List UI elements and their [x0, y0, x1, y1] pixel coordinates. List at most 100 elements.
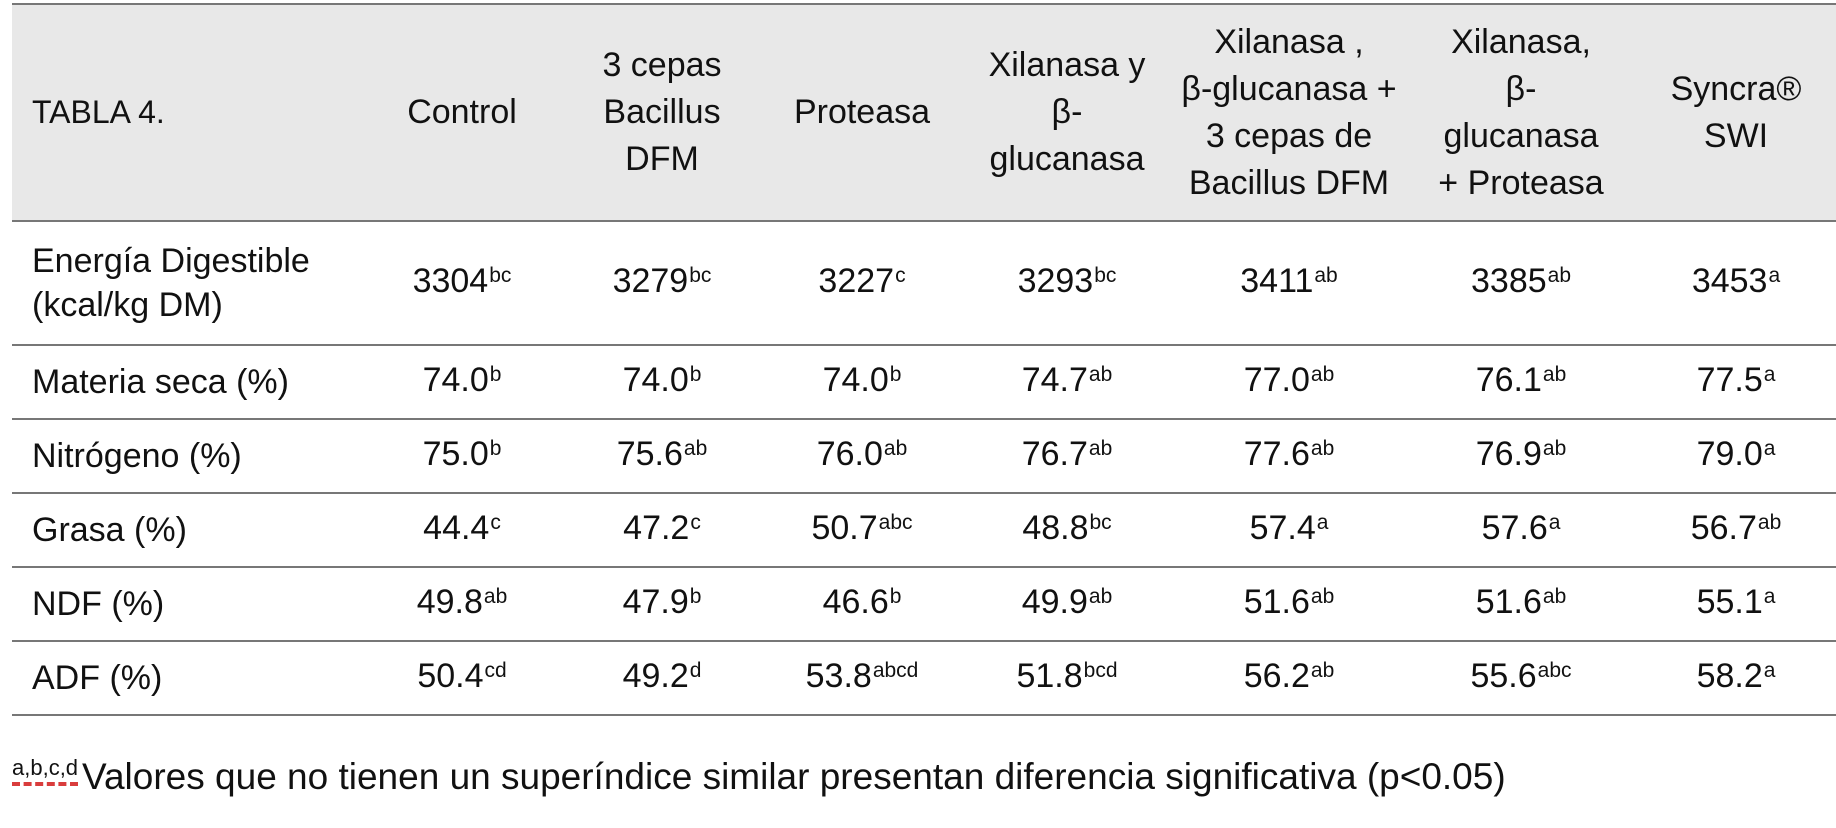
column-header-line: + Proteasa	[1438, 163, 1604, 202]
cell-value: 3385	[1471, 261, 1547, 300]
table-cell: 77.0ab	[1172, 345, 1406, 420]
cell-value: 50.4	[417, 656, 484, 695]
column-header-line: 3 cepas de	[1205, 116, 1373, 155]
cell-value: 3227	[818, 261, 895, 300]
cell-value: 74.0	[422, 360, 489, 399]
cell-value: 3293	[1017, 261, 1094, 300]
cell-value: 77.0	[1243, 360, 1310, 399]
results-table: TABLA 4. Control 3 cepas Bacillus DFM Prot…	[12, 3, 1836, 716]
table-cell: 3411ab	[1172, 221, 1406, 346]
cell-value: 47.2	[623, 508, 690, 547]
cell-value: 79.0	[1696, 434, 1763, 473]
cell-value: 51.6	[1475, 582, 1542, 621]
table-cell: 76.9ab	[1406, 419, 1636, 494]
column-header-line: Bacillus DFM	[1188, 163, 1390, 202]
column-header-bacillus-dfm: 3 cepas Bacillus DFM	[562, 3, 762, 222]
table-caption: TABLA 4.	[12, 3, 362, 222]
column-header-line: Control	[407, 93, 517, 131]
significance-superscript: ab	[883, 436, 908, 460]
significance-superscript: ab	[1310, 436, 1335, 460]
significance-superscript: ab	[1310, 362, 1335, 386]
table-cell: 74.0b	[362, 345, 562, 420]
row-label: Energía Digestible (kcal/kg DM)	[12, 221, 362, 346]
significance-superscript: b	[489, 436, 502, 460]
column-header-xilanasa-glucanasa: Xilanasa y β-glucanasa	[962, 3, 1172, 222]
table-cell: 3279bc	[562, 221, 762, 346]
significance-superscript: ab	[1310, 658, 1335, 682]
significance-superscript: ab	[1542, 362, 1567, 386]
cell-value: 49.9	[1021, 582, 1088, 621]
cell-value: 76.9	[1475, 434, 1542, 473]
row-label-line: Grasa (%)	[32, 511, 187, 549]
table-cell: 58.2a	[1636, 641, 1836, 716]
table-cell: 50.7abc	[762, 493, 962, 568]
cell-value: 48.8	[1022, 508, 1089, 547]
row-label-line: (kcal/kg DM)	[32, 286, 223, 324]
table-cell: 51.8bcd	[962, 641, 1172, 716]
cell-value: 57.4	[1249, 508, 1316, 547]
table-cell: 74.0b	[562, 345, 762, 420]
table-cell: 77.5a	[1636, 345, 1836, 420]
significance-superscript: ab	[1757, 510, 1782, 534]
row-label-line: Nitrógeno (%)	[32, 437, 242, 475]
row-label-line: Materia seca (%)	[32, 363, 289, 401]
cell-value: 46.6	[822, 582, 889, 621]
significance-superscript: ab	[1088, 436, 1113, 460]
table-cell: 56.7ab	[1636, 493, 1836, 568]
cell-value: 44.4	[423, 508, 490, 547]
significance-superscript: ab	[1542, 436, 1567, 460]
cell-value: 49.2	[622, 656, 689, 695]
cell-value: 58.2	[1696, 656, 1763, 695]
row-label: ADF (%)	[12, 641, 362, 716]
table-cell: 49.9ab	[962, 567, 1172, 642]
column-header-line: β-	[1051, 93, 1083, 131]
significance-superscript: ab	[1310, 584, 1335, 608]
significance-superscript: a	[1316, 510, 1329, 534]
cell-value: 57.6	[1481, 508, 1548, 547]
significance-superscript: b	[889, 584, 902, 608]
significance-superscript: c	[690, 510, 701, 534]
significance-superscript: abcd	[872, 658, 919, 682]
table-cell: 51.6ab	[1406, 567, 1636, 642]
table-cell: 44.4c	[362, 493, 562, 568]
table-cell: 49.2d	[562, 641, 762, 716]
cell-value: 56.7	[1690, 508, 1757, 547]
row-label: Grasa (%)	[12, 493, 362, 568]
column-header-line: Xilanasa y	[988, 46, 1146, 84]
significance-superscript: a	[1548, 510, 1561, 534]
column-header-xilanasa-glucanasa-proteasa: Xilanasa, β-glucanasa + Proteasa	[1406, 3, 1636, 222]
cell-value: 74.7	[1021, 360, 1088, 399]
table-cell: 49.8ab	[362, 567, 562, 642]
column-header-line: glucanasa	[989, 140, 1145, 178]
column-header-line: β-	[1505, 69, 1537, 108]
significance-superscript: ab	[483, 584, 508, 608]
table-cell: 48.8bc	[962, 493, 1172, 568]
table-cell: 3453a	[1636, 221, 1836, 346]
table-cell: 76.0ab	[762, 419, 962, 494]
table-cell: 3304bc	[362, 221, 562, 346]
significance-superscript: bc	[689, 263, 712, 287]
significance-superscript: ab	[1088, 584, 1113, 608]
cell-value: 76.1	[1475, 360, 1542, 399]
significance-superscript: ab	[1314, 263, 1338, 287]
table-cell: 46.6b	[762, 567, 962, 642]
row-label: NDF (%)	[12, 567, 362, 642]
significance-superscript: a	[1763, 362, 1776, 386]
column-header-line: Xilanasa ,	[1214, 22, 1364, 61]
column-header-line: Syncra®	[1670, 69, 1802, 108]
cell-value: 75.6	[616, 434, 683, 473]
column-header-line: DFM	[625, 140, 699, 178]
cell-value: 55.1	[1696, 582, 1763, 621]
significance-superscript: b	[689, 584, 702, 608]
cell-value: 3279	[612, 261, 689, 300]
table-cell: 57.6a	[1406, 493, 1636, 568]
footnote-text: Valores que no tienen un superíndice sim…	[82, 756, 1506, 797]
significance-superscript: bc	[1089, 510, 1112, 534]
significance-superscript: bc	[1094, 263, 1117, 287]
significance-superscript: b	[889, 362, 902, 386]
significance-superscript: c	[490, 510, 501, 534]
significance-superscript: abc	[878, 510, 913, 534]
table-cell: 51.6ab	[1172, 567, 1406, 642]
significance-superscript: a	[1768, 263, 1781, 287]
row-label-line: Energía Digestible	[32, 242, 310, 280]
